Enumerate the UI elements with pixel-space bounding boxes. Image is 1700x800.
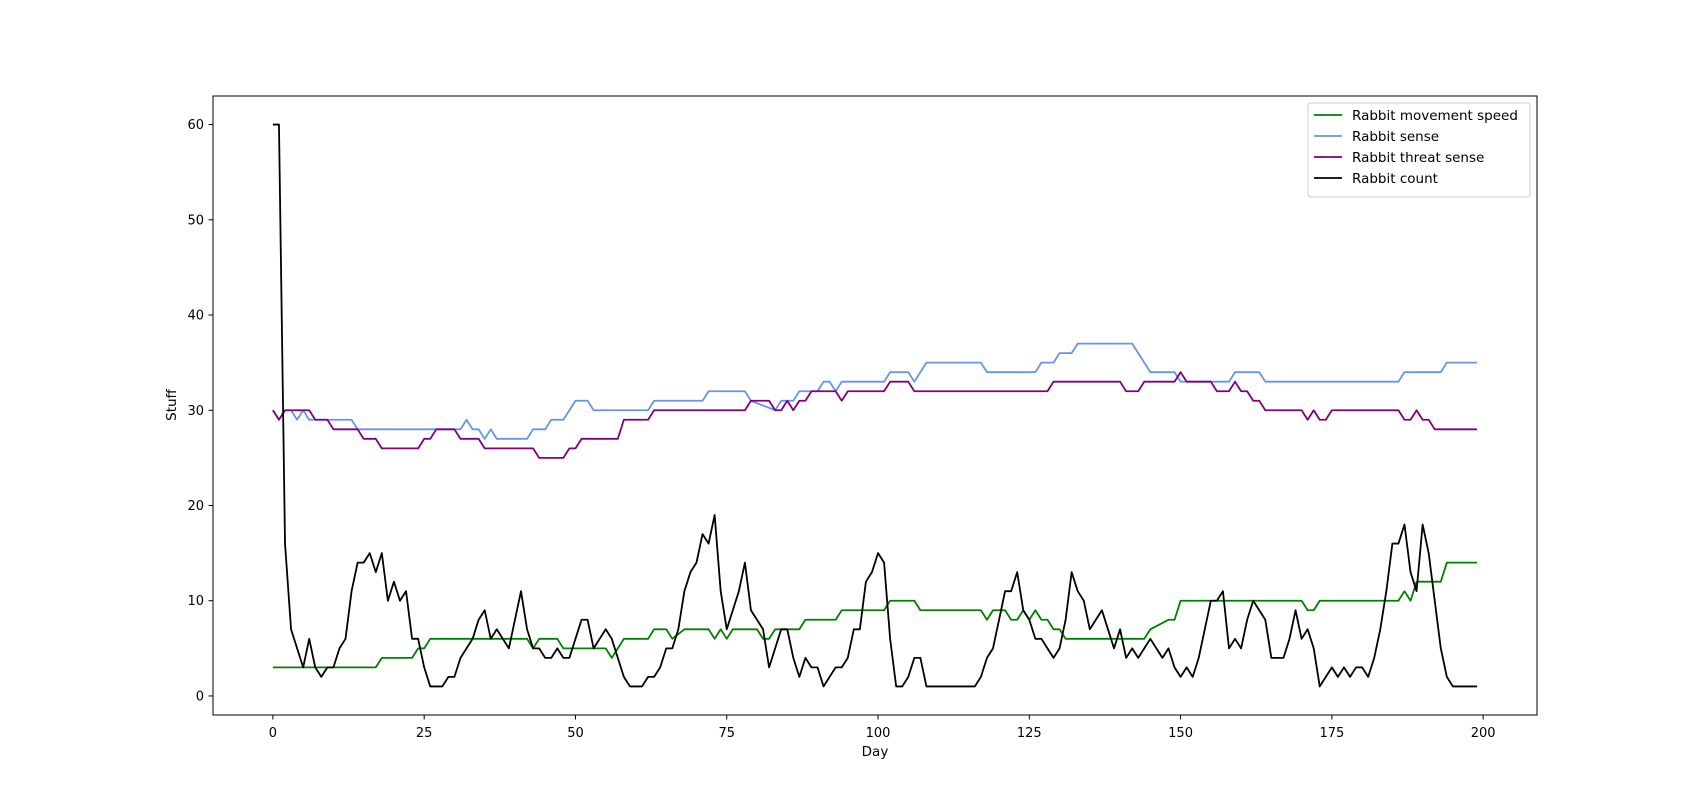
x-tick-label: 125	[1017, 726, 1042, 741]
series-layer	[272, 123, 1478, 688]
y-tick-label: 50	[187, 213, 204, 228]
legend: Rabbit movement speed Rabbit sense Rabbit …	[1307, 102, 1531, 198]
legend-label-1: Rabbit movement speed	[1352, 108, 1518, 124]
x-tick-label: 0	[269, 726, 277, 741]
x-axis-title: Day	[862, 744, 889, 760]
y-tick-label: 60	[187, 118, 204, 133]
x-axis: 0 25 50 75 100 125 150 175 200	[269, 715, 1496, 741]
x-tick-label: 50	[567, 726, 584, 741]
series-line-1	[272, 561, 1478, 669]
y-tick-label: 40	[187, 309, 204, 324]
x-tick-label: 150	[1168, 726, 1193, 741]
y-tick-label: 10	[187, 594, 204, 609]
x-tick-label: 75	[718, 726, 735, 741]
y-axis: 0 10 20 30 40 50 60	[187, 118, 213, 704]
legend-label-2: Rabbit sense	[1352, 129, 1439, 145]
legend-label-3: Rabbit threat sense	[1352, 150, 1484, 166]
plot-frame	[212, 95, 1538, 716]
series-line-2	[272, 342, 1478, 440]
x-tick-label: 25	[416, 726, 433, 741]
y-tick-label: 0	[196, 689, 204, 704]
x-tick-label: 200	[1471, 726, 1496, 741]
y-axis-title: Stuff	[164, 388, 180, 420]
series-line-4	[272, 123, 1478, 688]
y-tick-label: 30	[187, 404, 204, 419]
y-tick-label: 20	[187, 499, 204, 514]
legend-box	[1307, 102, 1531, 198]
legend-label-4: Rabbit count	[1352, 171, 1438, 187]
series-line-3	[272, 371, 1478, 459]
x-tick-label: 100	[866, 726, 891, 741]
x-tick-label: 175	[1319, 726, 1344, 741]
